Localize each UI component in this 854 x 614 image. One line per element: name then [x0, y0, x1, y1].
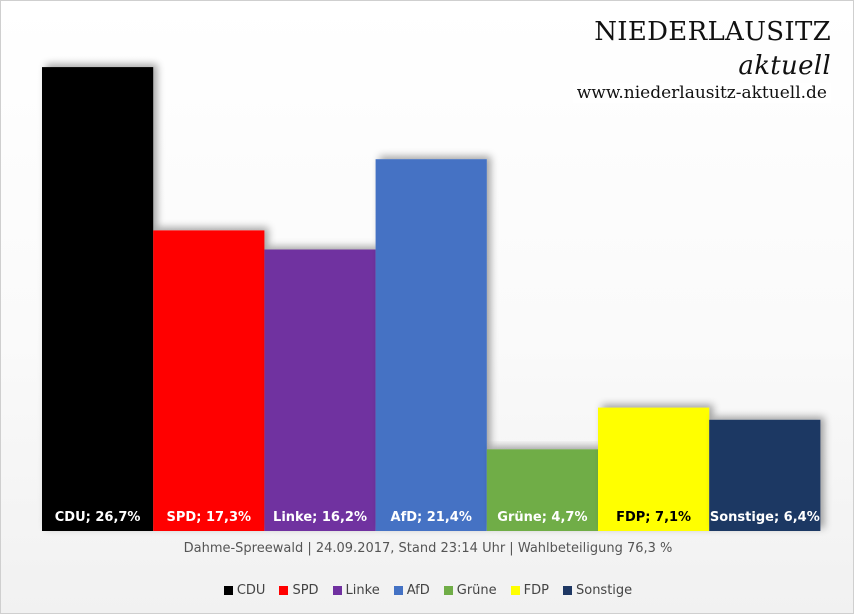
data-label-cdu: CDU; 26,7% — [55, 510, 141, 525]
bar-fdp — [598, 407, 710, 531]
legend-item-cdu: CDU — [223, 583, 266, 598]
legend-item-linke: Linke — [332, 583, 380, 598]
data-label-fdp: FDP; 7,1% — [616, 510, 691, 525]
chart-subtitle: Dahme-Spreewald | 24.09.2017, Stand 23:1… — [183, 541, 673, 556]
legend-item-spd: SPD — [279, 583, 319, 598]
legend-label: SPD — [292, 583, 319, 598]
legend-swatch — [510, 586, 520, 595]
logo-title-main: NIEDERLAUSITZ — [594, 17, 831, 47]
data-label-spd: SPD; 17,3% — [167, 510, 252, 525]
data-label-linke: Linke; 16,2% — [273, 510, 367, 525]
legend-swatch — [443, 586, 453, 595]
legend-label: CDU — [236, 583, 266, 598]
bar-linke — [264, 249, 376, 531]
legend-swatch — [332, 586, 342, 595]
logo-title-accent: aktuell — [738, 51, 831, 81]
legend-item-afd: AfD — [393, 583, 430, 598]
bar-spd — [153, 230, 265, 531]
legend-item-fdp: FDP — [510, 583, 549, 598]
bar-grune — [486, 449, 598, 531]
legend-item-sonstige: Sonstige — [562, 583, 633, 598]
bar-sonstige — [709, 419, 821, 531]
legend-swatch — [562, 586, 572, 595]
legend-label: AfD — [406, 583, 430, 598]
legend-label: Linke — [345, 583, 380, 598]
legend-swatch — [223, 586, 233, 595]
chart-legend: CDU SPD Linke AfD Grüne FDP Sonstige — [1, 583, 853, 598]
logo-title: NIEDERLAUSITZ aktuell — [511, 15, 831, 83]
data-label-grune: Grüne; 4,7% — [497, 510, 587, 525]
legend-label: Grüne — [456, 583, 497, 598]
legend-label: FDP — [523, 583, 549, 598]
legend-swatch — [279, 586, 289, 595]
legend-label: Sonstige — [575, 583, 633, 598]
logo-url: www.niederlausitz-aktuell.de — [572, 83, 831, 103]
data-label-sonstige: Sonstige; 6,4% — [710, 510, 820, 525]
bar-afd — [375, 159, 487, 531]
legend-swatch — [393, 586, 403, 595]
data-label-afd: AfD; 21,4% — [391, 510, 472, 525]
bar-cdu — [42, 67, 154, 531]
logo: NIEDERLAUSITZ aktuell www.niederlausitz-… — [511, 15, 831, 103]
legend-item-grune: Grüne — [443, 583, 497, 598]
